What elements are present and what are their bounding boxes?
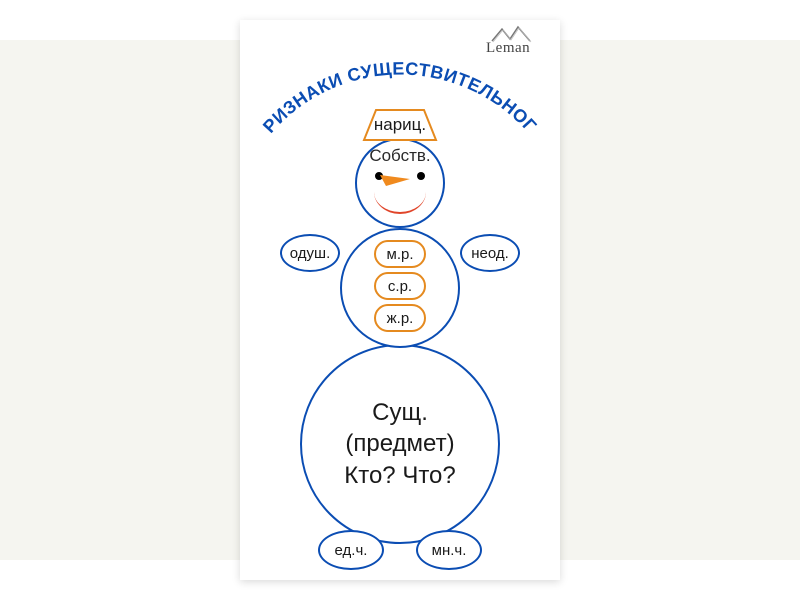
arm-left-label: одуш. <box>290 245 330 262</box>
arm-right: неод. <box>460 234 520 272</box>
eye-right <box>417 172 425 180</box>
foot-left-label: ед.ч. <box>335 542 368 559</box>
gender-pill-s: с.р. <box>374 272 426 300</box>
nose-icon <box>380 170 410 188</box>
body-line3: Кто? Что? <box>344 460 455 491</box>
foot-right-label: мн.ч. <box>432 542 467 559</box>
body-line2: (предмет) <box>345 428 454 459</box>
hat: нариц. <box>362 108 438 142</box>
gender-label-zh: ж.р. <box>387 310 414 327</box>
gender-pill-m: м.р. <box>374 240 426 268</box>
hat-label: нариц. <box>374 115 426 135</box>
diagram-card: Leman ПРИЗНАКИ СУЩЕСТВИТЕЛЬНОГО Сущ. (пр… <box>240 20 560 580</box>
snowman-figure: Сущ. (предмет) Кто? Что? м.р. с.р. ж.р. … <box>240 80 560 580</box>
gender-pill-zh: ж.р. <box>374 304 426 332</box>
body-bottom: Сущ. (предмет) Кто? Что? <box>300 344 500 544</box>
arm-left: одуш. <box>280 234 340 272</box>
gender-label-s: с.р. <box>388 278 412 295</box>
body-line1: Сущ. <box>372 397 428 428</box>
foot-right: мн.ч. <box>416 530 482 570</box>
head-label: Собств. <box>357 146 443 166</box>
gender-label-m: м.р. <box>387 246 414 263</box>
arm-right-label: неод. <box>471 245 509 262</box>
foot-left: ед.ч. <box>318 530 384 570</box>
